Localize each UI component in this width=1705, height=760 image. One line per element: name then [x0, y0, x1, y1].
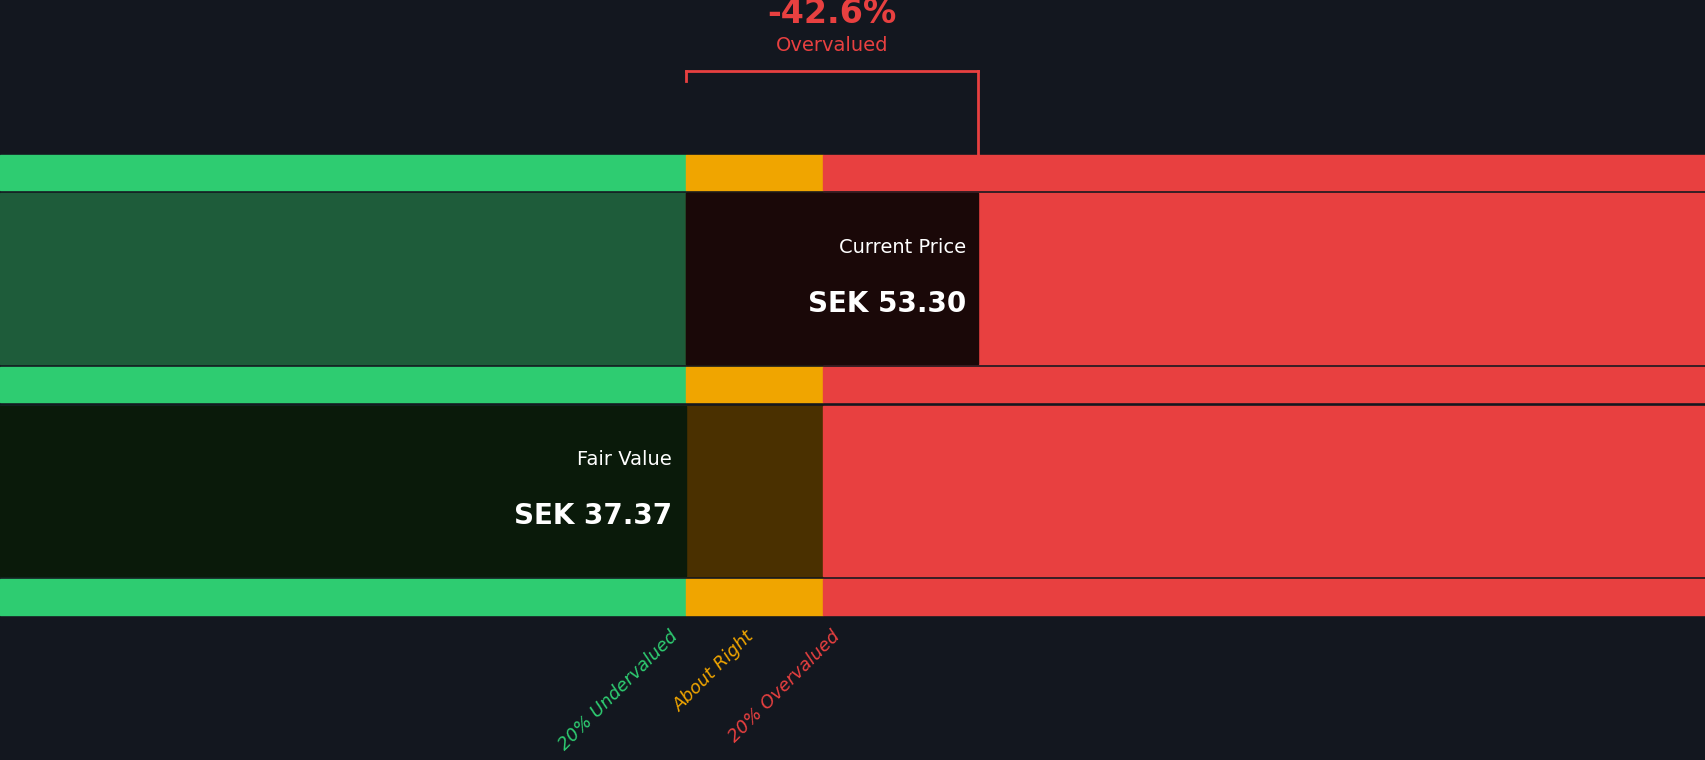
Bar [822, 154, 1705, 190]
Bar [822, 579, 1705, 615]
Bar [822, 367, 1705, 402]
Text: -42.6%: -42.6% [767, 0, 895, 30]
Bar [822, 193, 1705, 364]
Text: Fair Value: Fair Value [576, 451, 672, 470]
Bar [0, 367, 685, 402]
Bar [0, 193, 685, 364]
Bar [822, 406, 1705, 576]
Bar [0, 579, 685, 615]
Bar [0, 154, 685, 190]
Text: Overvalued: Overvalued [776, 36, 887, 55]
Bar [685, 579, 822, 615]
Text: 20% Overvalued: 20% Overvalued [725, 628, 844, 746]
Text: 20% Undervalued: 20% Undervalued [554, 628, 680, 754]
Bar [685, 193, 822, 364]
Bar [0, 406, 685, 576]
Bar [685, 193, 977, 364]
Text: About Right: About Right [670, 628, 757, 715]
Bar [303, 421, 680, 561]
Bar [685, 367, 822, 402]
Bar [691, 208, 974, 348]
Bar [685, 154, 822, 190]
Text: Current Price: Current Price [839, 238, 965, 257]
Text: SEK 37.37: SEK 37.37 [513, 502, 672, 530]
Bar [685, 406, 822, 576]
Bar [0, 406, 685, 576]
Text: SEK 53.30: SEK 53.30 [806, 290, 965, 318]
